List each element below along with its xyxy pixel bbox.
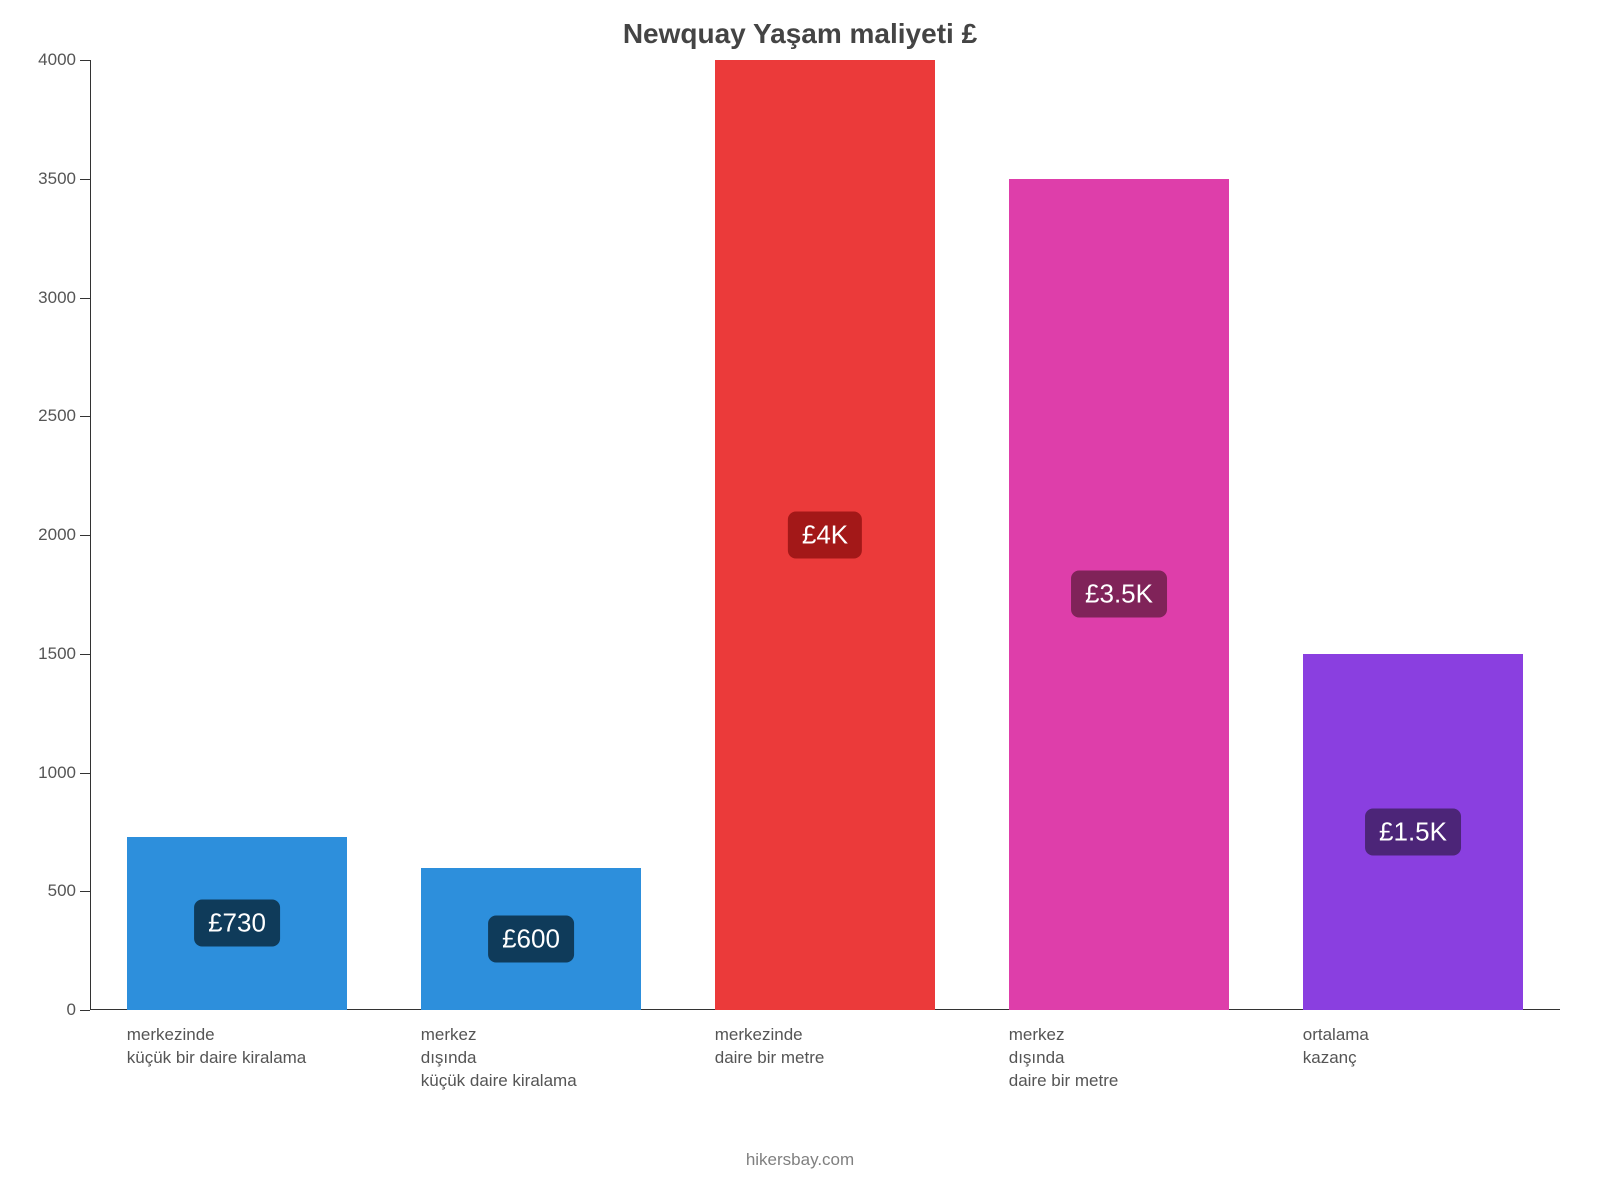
bar: £600 <box>421 868 642 1011</box>
x-category-label-line: dışında <box>421 1047 642 1070</box>
x-category-label-line: kazanç <box>1303 1047 1524 1070</box>
bar-value-badge: £3.5K <box>1071 571 1167 618</box>
x-category-label-line: merkezinde <box>127 1024 348 1047</box>
x-category-label-line: merkez <box>421 1024 642 1047</box>
y-tick <box>80 416 90 417</box>
y-tick-label: 0 <box>67 1000 76 1020</box>
x-category-label: merkezindeküçük bir daire kiralama <box>127 1024 348 1070</box>
x-category-label-line: küçük daire kiralama <box>421 1070 642 1093</box>
y-tick <box>80 891 90 892</box>
y-tick-label: 1500 <box>38 644 76 664</box>
y-tick-label: 3000 <box>38 288 76 308</box>
bar-value-badge: £4K <box>788 512 862 559</box>
x-category-label: merkezindedaire bir metre <box>715 1024 936 1070</box>
x-category-label-line: küçük bir daire kiralama <box>127 1047 348 1070</box>
bar-value-badge: £600 <box>488 915 574 962</box>
attribution-text: hikersbay.com <box>0 1150 1600 1170</box>
x-category-label-line: merkez <box>1009 1024 1230 1047</box>
y-tick <box>80 1010 90 1011</box>
x-category-label-line: ortalama <box>1303 1024 1524 1047</box>
x-category-label-line: merkezinde <box>715 1024 936 1047</box>
y-tick-label: 4000 <box>38 50 76 70</box>
x-category-label: merkezdışındadaire bir metre <box>1009 1024 1230 1093</box>
x-category-label: merkezdışındaküçük daire kiralama <box>421 1024 642 1093</box>
cost-of-living-chart: Newquay Yaşam maliyeti £ 050010001500200… <box>0 0 1600 1200</box>
bar-value-badge: £1.5K <box>1365 808 1461 855</box>
y-tick <box>80 535 90 536</box>
y-tick-label: 2500 <box>38 406 76 426</box>
chart-title: Newquay Yaşam maliyeti £ <box>0 18 1600 50</box>
y-tick-label: 500 <box>48 881 76 901</box>
x-category-label-line: daire bir metre <box>715 1047 936 1070</box>
x-category-label: ortalamakazanç <box>1303 1024 1524 1070</box>
bar: £4K <box>715 60 936 1010</box>
y-tick <box>80 179 90 180</box>
y-axis-line <box>90 60 91 1010</box>
y-tick-label: 3500 <box>38 169 76 189</box>
bar: £1.5K <box>1303 654 1524 1010</box>
y-tick-label: 1000 <box>38 763 76 783</box>
x-category-label-line: dışında <box>1009 1047 1230 1070</box>
x-category-label-line: daire bir metre <box>1009 1070 1230 1093</box>
y-tick <box>80 298 90 299</box>
bar: £730 <box>127 837 348 1010</box>
plot-area: 05001000150020002500300035004000£730merk… <box>90 60 1560 1010</box>
bar-value-badge: £730 <box>194 900 280 947</box>
bar: £3.5K <box>1009 179 1230 1010</box>
y-tick-label: 2000 <box>38 525 76 545</box>
y-tick <box>80 654 90 655</box>
y-tick <box>80 773 90 774</box>
y-tick <box>80 60 90 61</box>
